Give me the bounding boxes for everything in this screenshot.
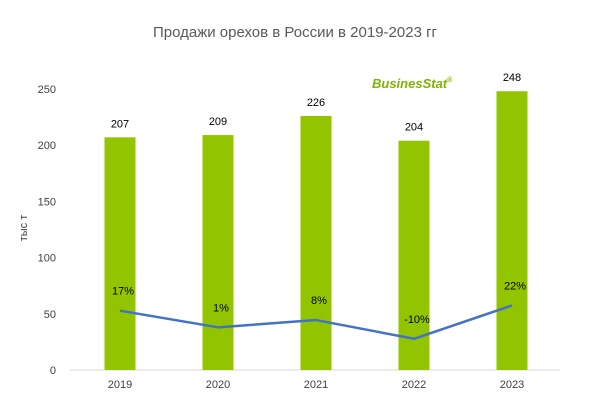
growth-value-label: 22% [504,280,526,292]
y-tick-label: 250 [38,84,56,96]
chart-title: Продажи орехов в России в 2019-2023 гг [153,24,438,41]
x-tick-label: 2020 [206,379,230,391]
line-data-labels: 17% 1% 8% -10% 22% [112,280,526,325]
bar [300,115,332,370]
y-axis-ticks: 0 50 100 150 200 250 [38,84,56,377]
growth-value-label: 17% [112,286,134,298]
bar [202,135,234,370]
bar [496,91,528,371]
x-tick-label: 2023 [500,379,524,391]
x-tick-label: 2022 [402,379,426,391]
bar-value-label: 209 [209,116,227,128]
svg-text:BusinesStat®: BusinesStat® [372,76,453,91]
businesstat-logo: BusinesStat® [372,76,453,91]
y-tick-label: 50 [44,309,56,321]
bar [398,140,430,370]
bar-value-label: 248 [503,72,521,84]
logo-text-part-2: Stat [423,76,448,91]
y-tick-label: 150 [38,196,56,208]
growth-value-label: 1% [213,302,229,314]
bar-value-label: 204 [405,122,423,134]
bar-value-label: 226 [307,97,325,109]
x-tick-label: 2021 [304,379,328,391]
growth-value-label: -10% [404,314,430,326]
y-tick-label: 100 [38,253,56,265]
bar-value-label: 207 [111,118,129,130]
logo-mark: ® [447,76,453,84]
y-axis-label: тыс т [18,215,30,242]
bar [104,137,136,370]
logo-text-part-1: Busines [372,76,423,91]
y-tick-label: 0 [50,365,56,377]
x-axis-ticks: 2019 2020 2021 2022 2023 [108,379,524,391]
bar-series [104,91,528,371]
y-tick-label: 200 [38,140,56,152]
x-tick-label: 2019 [108,379,132,391]
bar-data-labels: 207 209 226 204 248 [111,72,521,133]
growth-line [119,304,513,341]
growth-value-label: 8% [311,295,327,307]
